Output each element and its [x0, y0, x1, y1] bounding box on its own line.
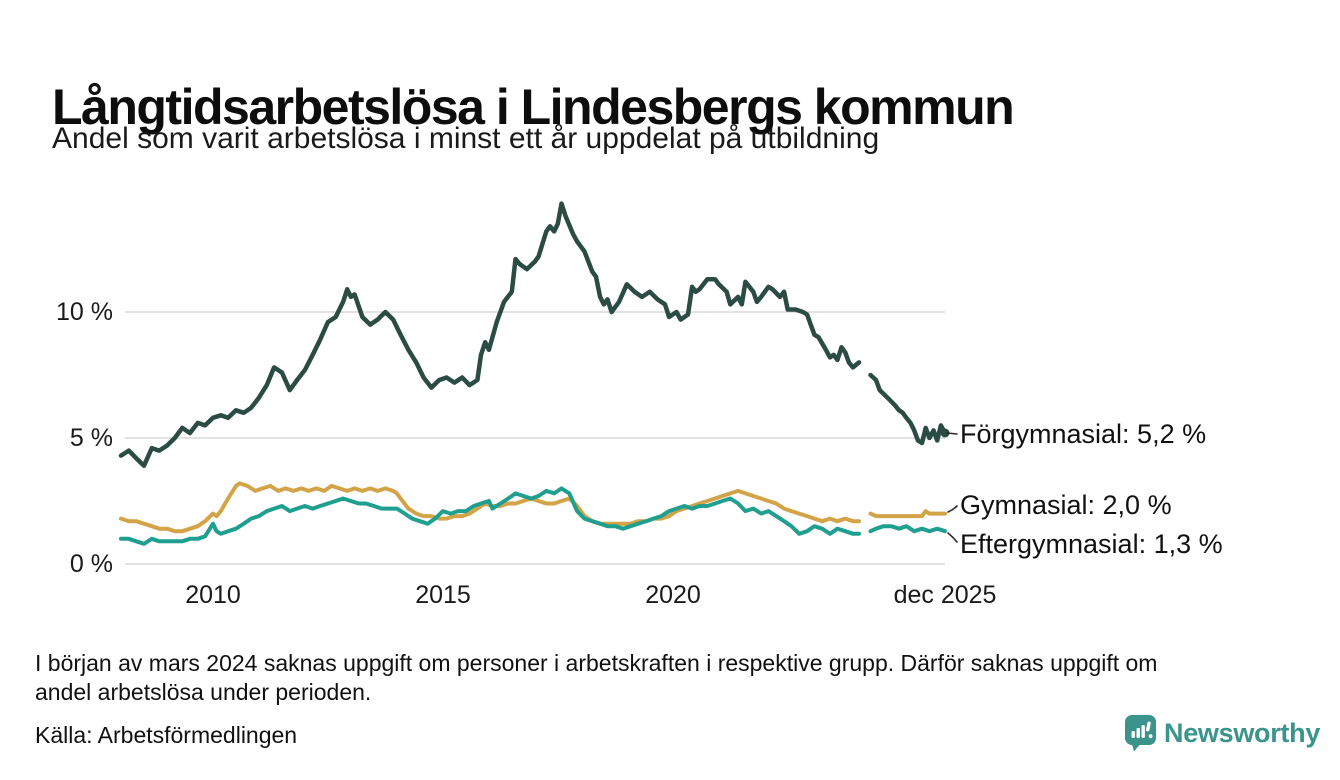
- newsworthy-logo-text: Newsworthy: [1164, 717, 1321, 748]
- ytick-0: 0 %: [69, 550, 113, 578]
- end-dot-forgymnasial: [940, 428, 950, 438]
- footnote-line-1: I början av mars 2024 saknas uppgift om …: [35, 650, 1158, 676]
- series-line-gymnasial-seg2: [868, 509, 947, 519]
- page-subtitle: Andel som varit arbetslösa i minst ett å…: [52, 122, 880, 155]
- series-line-eftergymnasial-seg1: [119, 486, 861, 546]
- connector-gymnasial: [947, 505, 958, 513]
- xtick-dec-2025: dec 2025: [893, 581, 997, 609]
- series-line-eftergymnasial-seg2: [868, 524, 947, 534]
- newsworthy-logo: Newsworthy: [1124, 714, 1320, 752]
- connector-forgymnasial: [946, 432, 958, 435]
- series-label-gymnasial: Gymnasial: 2,0 %: [960, 490, 1172, 520]
- footnote-line-2: andel arbetslösa under perioden.: [35, 679, 372, 705]
- series-layer: [118, 201, 950, 546]
- xtick-2020: 2020: [645, 581, 701, 609]
- gridline-layer: [125, 311, 945, 565]
- xtick-2015: 2015: [415, 581, 471, 609]
- page-title: Långtidsarbetslösa i Lindesbergs kommun: [52, 78, 1015, 135]
- ytick-5: 5 %: [69, 424, 113, 452]
- series-line-gymnasial-seg1: [119, 481, 861, 534]
- ytick-10: 10 %: [56, 298, 113, 326]
- series-line-forgymnasial-seg1: [118, 201, 862, 468]
- newsworthy-logo-icon: [1125, 715, 1156, 752]
- xtick-2010: 2010: [185, 581, 241, 609]
- label-connector-layer: [946, 432, 958, 543]
- series-line-forgymnasial-seg2: [868, 372, 948, 446]
- connector-eftergymnasial: [947, 532, 958, 543]
- series-label-eftergymnasial: Eftergymnasial: 1,3 %: [960, 529, 1223, 559]
- footnote: I början av mars 2024 saknas uppgift om …: [35, 649, 1315, 707]
- source-credit: Källa: Arbetsförmedlingen: [35, 722, 298, 748]
- series-label-forgymnasial: Förgymnasial: 5,2 %: [960, 419, 1207, 449]
